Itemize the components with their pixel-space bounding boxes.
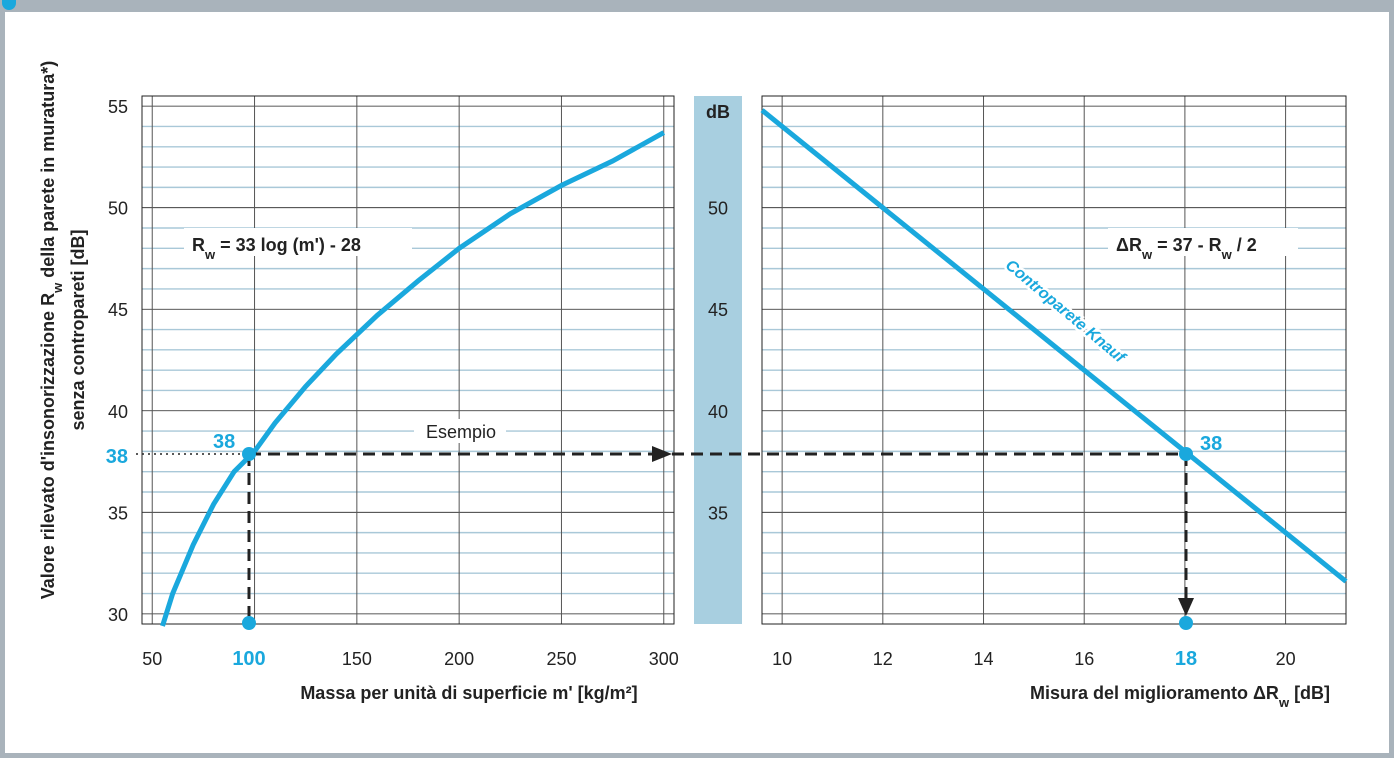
left-x-tick-label: 50: [142, 649, 162, 669]
right-x-label-a: Misura del miglioramento ΔR: [1030, 683, 1279, 703]
left-grid: [141, 95, 675, 625]
left-y-ticks: 30 35 40 45 50 55: [108, 97, 128, 625]
left-x-tick-label: 250: [546, 649, 576, 669]
example-arrowhead-down: [1178, 598, 1194, 616]
right-point-marker: [1179, 447, 1193, 461]
left-x-axis-marker: [242, 616, 256, 630]
db-unit-label: dB: [706, 102, 730, 122]
right-formula-sub1: w: [1141, 247, 1153, 262]
right-x-tick-label: 12: [873, 649, 893, 669]
left-x-tick-label: 150: [342, 649, 372, 669]
example-path: [136, 446, 1194, 630]
middle-y-tick-label: 35: [708, 503, 728, 523]
left-axis-highlight-y: 38: [106, 446, 128, 468]
left-formula-r: R: [192, 235, 205, 255]
right-x-label-c: [dB]: [1289, 683, 1330, 703]
left-formula: Rw = 33 log (m') - 28: [192, 235, 361, 262]
left-x-ticks: 50 150 200 250 300: [142, 649, 679, 669]
right-x-ticks: 10 12 14 16 20: [772, 649, 1295, 669]
right-x-axis-label: Misura del miglioramento ΔRw [dB]: [1030, 683, 1330, 710]
example-label-bg: [414, 419, 506, 443]
left-chart: 30 35 40 45 50 55 50 150 200 250 300 Rw = 33 log …: [106, 95, 679, 703]
y-axis-label: Valore rilevato d'insonorizzazione Rw de…: [38, 61, 65, 600]
y-axis-label-part1: Valore rilevato d'insonorizzazione R: [38, 293, 58, 599]
right-formula-bg: [1108, 228, 1298, 256]
left-plot-border: [141, 95, 675, 625]
right-line-series: [760, 108, 1348, 584]
right-x-tick-label: 16: [1074, 649, 1094, 669]
right-grid: [761, 95, 1347, 625]
left-x-tick-label: 300: [649, 649, 679, 669]
left-y-tick-label: 45: [108, 300, 128, 320]
right-x-tick-label: 14: [974, 649, 994, 669]
right-formula-a: ΔR: [1116, 235, 1142, 255]
right-axis-highlight-x: 18: [1175, 648, 1197, 670]
right-formula-b: = 37 - R: [1152, 235, 1222, 255]
y-axis-label-part2: della parete in muratura*): [38, 61, 58, 283]
right-x-label-sub: w: [1278, 695, 1290, 710]
left-x-tick-label: 200: [444, 649, 474, 669]
left-formula-bg: [184, 228, 412, 256]
middle-y-ticks: 35 40 45 50: [708, 199, 728, 524]
right-x-axis-marker: [1179, 616, 1193, 630]
left-y-tick-label: 55: [108, 97, 128, 117]
middle-y-tick-label: 50: [708, 199, 728, 219]
right-formula-c: / 2: [1232, 235, 1257, 255]
left-formula-rest: = 33 log (m') - 28: [215, 235, 361, 255]
right-chart: 10 12 14 16 20 ΔRw = 37 - Rw / 2 Controparet…: [760, 95, 1348, 710]
y-axis-label-sub: w: [50, 282, 65, 294]
right-formula-sub2: w: [1221, 247, 1233, 262]
y-axis-label-line2: senza contropareti [dB]: [68, 229, 88, 430]
left-formula-sub: w: [204, 247, 216, 262]
left-point-marker: [242, 447, 256, 461]
middle-y-tick-label: 45: [708, 300, 728, 320]
example-arrowhead-right: [652, 446, 672, 462]
left-y-tick-label: 35: [108, 503, 128, 523]
left-x-axis-label: Massa per unità di superficie m' [kg/m²]: [300, 683, 637, 703]
right-x-tick-label: 20: [1276, 649, 1296, 669]
left-axis-highlight-x: 100: [232, 648, 265, 670]
left-y-tick-label: 50: [108, 199, 128, 219]
left-y-tick-label: 30: [108, 605, 128, 625]
corner-marker: [2, 0, 16, 10]
left-point-label: 38: [213, 431, 235, 453]
left-curve-series: [160, 130, 666, 627]
right-x-tick-label: 10: [772, 649, 792, 669]
series-label: Controparete Knauf: [1002, 257, 1129, 368]
right-formula: ΔRw = 37 - Rw / 2: [1116, 235, 1257, 262]
right-point-label: 38: [1200, 433, 1222, 455]
middle-y-tick-label: 40: [708, 402, 728, 422]
left-y-tick-label: 40: [108, 402, 128, 422]
example-label: Esempio: [426, 422, 496, 442]
db-band: [694, 96, 742, 624]
right-plot-border: [761, 95, 1347, 625]
